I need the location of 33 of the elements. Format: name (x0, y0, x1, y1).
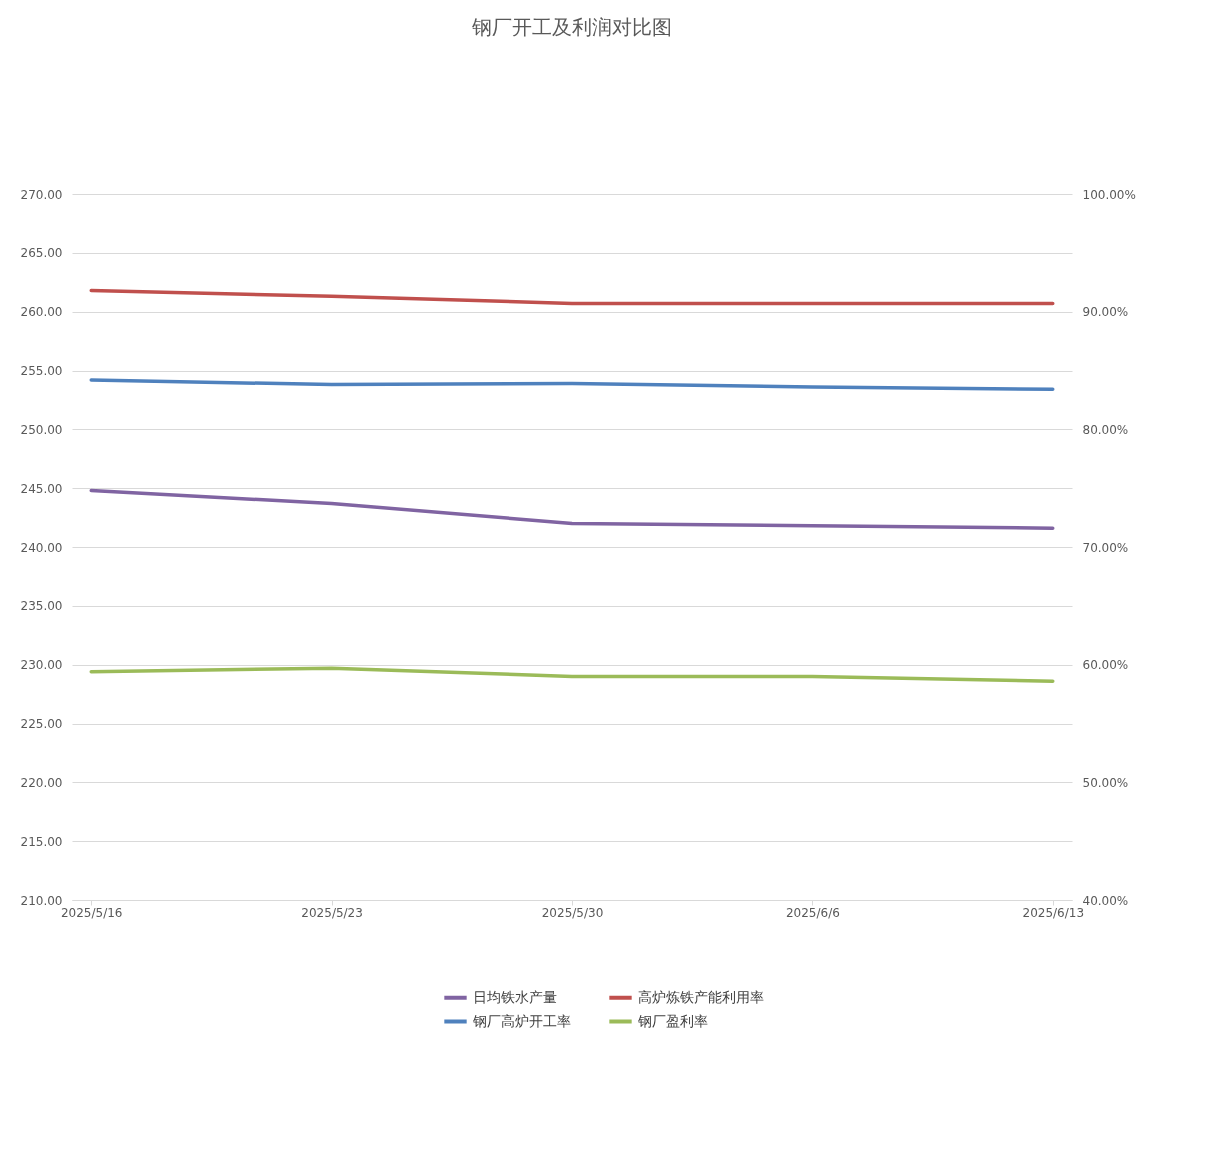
y-tick-label: 235.00 (20, 599, 63, 614)
x-tick-label: 2025/5/30 (541, 905, 604, 920)
line-series (89, 666, 1055, 683)
y-tick-label: 210.00 (20, 893, 63, 908)
y-tick-label: 250.00 (20, 422, 63, 437)
y-tick-label: 225.00 (20, 717, 63, 731)
y-tick-label: 220.00 (20, 775, 63, 790)
y-tick-label: 230.00 (20, 658, 63, 673)
line-series (89, 378, 1055, 392)
y-tick-label: 245.00 (20, 481, 63, 496)
legend-label: 高炉炼铁产能利用率 (638, 988, 764, 1005)
x-tick-label: 2025/6/6 (785, 905, 840, 920)
y2-tick-label: 80.00% (1082, 422, 1129, 437)
y2-tick-label: 100.00% (1082, 187, 1136, 202)
x-tick-label: 2025/5/16 (60, 905, 123, 920)
chart-title: 钢厂开工及利润对比图 (471, 15, 672, 39)
y-tick-label: 260.00 (20, 305, 63, 320)
y2-tick-label: 60.00% (1082, 658, 1129, 673)
y2-tick-label: 40.00% (1082, 893, 1129, 908)
y2-tick-label: 50.00% (1082, 775, 1129, 790)
x-tick-label: 2025/5/23 (301, 905, 363, 920)
y-tick-label: 265.00 (20, 246, 63, 261)
legend-label: 日均铁水产量 (473, 988, 557, 1005)
line-series (89, 488, 1055, 530)
y2-tick-label: 70.00% (1082, 540, 1129, 555)
y-tick-label: 255.00 (20, 364, 63, 378)
x-tick-label: 2025/6/13 (1022, 905, 1085, 920)
y-tick-label: 240.00 (20, 540, 63, 555)
y-tick-label: 215.00 (20, 834, 63, 849)
legend-label: 钢厂盈利率 (637, 1012, 708, 1029)
y-tick-label: 270.00 (20, 187, 63, 202)
legend-label: 钢厂高炉开工率 (472, 1012, 571, 1029)
y2-tick-label: 90.00% (1082, 305, 1129, 320)
